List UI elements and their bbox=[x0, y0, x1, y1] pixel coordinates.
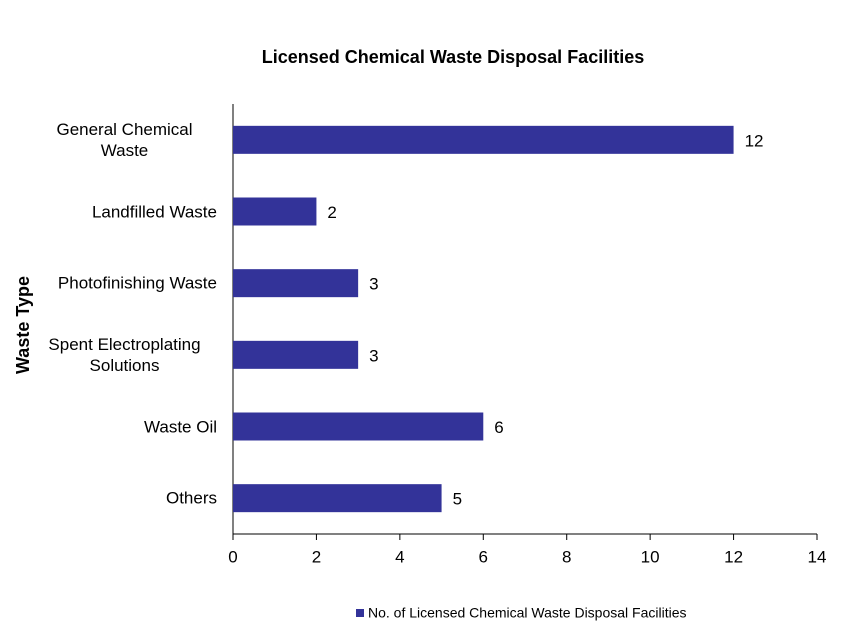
bar bbox=[233, 412, 484, 441]
x-tick-label: 6 bbox=[479, 547, 488, 566]
bar bbox=[233, 125, 734, 154]
legend-label: No. of Licensed Chemical Waste Disposal … bbox=[368, 605, 687, 621]
y-tick-label: Others bbox=[165, 488, 217, 508]
value-label: 12 bbox=[745, 131, 764, 150]
bar bbox=[233, 340, 359, 369]
x-tick-label: 0 bbox=[228, 547, 237, 566]
x-tick-label: 10 bbox=[641, 547, 660, 566]
value-label: 3 bbox=[369, 346, 378, 365]
legend-swatch bbox=[356, 609, 364, 617]
y-tick-label: General Chemical Waste bbox=[56, 119, 193, 160]
value-label: 2 bbox=[327, 203, 336, 222]
value-label: 5 bbox=[453, 490, 462, 509]
bar bbox=[233, 269, 359, 298]
y-axis-title: Waste Type bbox=[13, 276, 33, 374]
x-tick-label: 8 bbox=[562, 547, 571, 566]
y-tick-label: Landfilled Waste bbox=[91, 202, 217, 221]
bar bbox=[233, 197, 317, 226]
x-tick-label: 12 bbox=[724, 547, 743, 566]
x-tick-label: 14 bbox=[808, 547, 827, 566]
y-tick-label: Spent Electroplating Solutions bbox=[48, 334, 201, 375]
x-tick-label: 4 bbox=[395, 547, 404, 566]
y-tick-label: Photofinishing Waste bbox=[57, 273, 217, 293]
y-tick-label: Waste Oil bbox=[143, 417, 217, 436]
x-tick-label: 2 bbox=[312, 547, 321, 566]
value-label: 3 bbox=[369, 275, 378, 294]
bar bbox=[233, 484, 442, 513]
value-label: 6 bbox=[494, 418, 503, 437]
chart-title: Licensed Chemical Waste Disposal Facilit… bbox=[262, 47, 644, 67]
